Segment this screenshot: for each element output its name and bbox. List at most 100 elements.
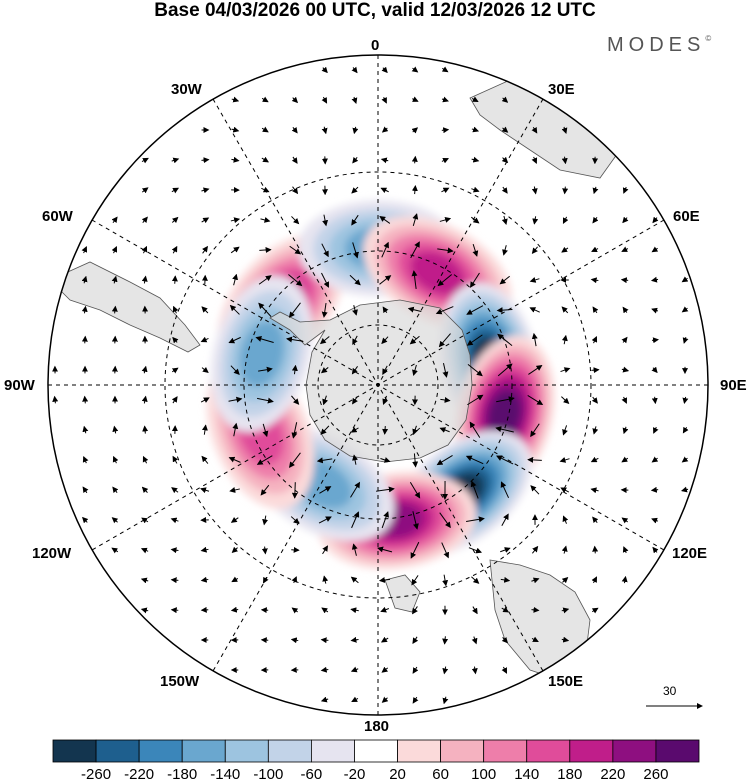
colorbar-swatch	[181, 739, 226, 763]
wind-arrow	[437, 247, 454, 254]
wind-arrow	[591, 335, 598, 344]
wind-arrow	[501, 666, 508, 674]
label-lon-150e: 150E	[548, 673, 584, 690]
wind-arrow	[112, 486, 119, 494]
wind-arrow	[621, 517, 629, 524]
wind-arrow	[561, 576, 569, 584]
wind-arrow	[320, 425, 330, 435]
wind-arrow	[412, 213, 419, 227]
modes-logo: MODES©	[607, 34, 712, 56]
wind-arrow	[442, 363, 449, 378]
wind-arrow	[441, 157, 449, 164]
wind-arrow	[258, 275, 272, 285]
wind-arrow	[171, 187, 180, 194]
wind-arrow	[200, 397, 210, 403]
wind-arrow	[621, 456, 629, 463]
wind-arrow	[412, 606, 418, 615]
wind-arrow	[170, 517, 179, 524]
wind-arrow	[501, 636, 509, 644]
wind-arrow	[501, 126, 509, 133]
wind-arrow	[289, 245, 302, 255]
wind-arrow	[590, 277, 599, 284]
wind-arrow	[291, 395, 300, 405]
wind-arrow	[501, 96, 509, 103]
wind-arrow	[442, 696, 449, 705]
reference-vector-label: 30	[663, 684, 677, 698]
wind-arrow	[412, 511, 419, 530]
wind-arrow	[681, 276, 689, 283]
wind-arrow	[321, 96, 328, 104]
wind-arrow	[622, 306, 629, 314]
wind-arrow	[651, 307, 659, 314]
wind-arrow	[230, 246, 240, 254]
wind-arrow	[201, 187, 210, 194]
wind-arrow	[380, 157, 389, 164]
wind-arrow	[650, 276, 659, 283]
wind-arrow	[381, 336, 389, 345]
wind-arrow	[411, 66, 419, 73]
wind-arrow	[652, 546, 659, 554]
wind-arrow	[681, 456, 689, 463]
wind-arrow	[379, 275, 392, 285]
wind-arrow	[201, 424, 208, 435]
wind-arrow	[140, 607, 149, 614]
wind-arrow	[502, 245, 508, 256]
wind-arrow	[81, 305, 88, 314]
wind-arrow	[528, 364, 543, 375]
wind-arrow	[256, 397, 274, 404]
wind-arrow	[410, 241, 420, 259]
label-lon-30e: 30E	[548, 81, 575, 98]
wind-arrow	[230, 516, 239, 523]
wind-arrow	[172, 305, 179, 314]
wind-arrow	[412, 636, 419, 645]
wind-arrow	[560, 487, 570, 493]
wind-arrow	[200, 546, 209, 553]
wind-arrow	[319, 336, 330, 345]
wind-arrow	[471, 186, 480, 193]
wind-arrow	[82, 395, 89, 404]
wind-arrow	[501, 186, 508, 194]
wind-arrow	[622, 186, 629, 194]
wind-arrow	[291, 156, 298, 164]
wind-arrow	[352, 305, 358, 316]
wind-arrow	[531, 246, 538, 254]
wind-arrow	[501, 513, 509, 526]
wind-arrow	[321, 66, 328, 74]
wind-arrow	[561, 156, 568, 165]
wind-arrow	[411, 96, 419, 102]
wind-arrow	[496, 396, 515, 403]
wind-arrow	[322, 575, 329, 584]
wind-arrow	[652, 426, 659, 434]
wind-arrow	[651, 396, 658, 405]
wind-vectors	[52, 66, 689, 705]
wind-arrow	[436, 454, 453, 466]
wind-arrow	[350, 576, 359, 584]
colorbar-swatch	[310, 739, 355, 763]
wind-arrow	[351, 511, 360, 529]
wind-arrow	[81, 335, 88, 344]
wind-arrow	[379, 215, 391, 224]
wind-arrow	[435, 306, 454, 315]
wind-arrow	[531, 126, 538, 134]
wind-arrow	[171, 216, 179, 224]
colorbar: -260 -220 -180 -140 -100 -60 -20 20 60 100 140 180 2…	[52, 739, 700, 783]
wind-arrow	[527, 456, 542, 463]
wind-arrow	[561, 607, 570, 614]
colorbar-tick-label: -180	[167, 766, 197, 783]
wind-arrow	[562, 186, 569, 195]
wind-arrow	[527, 395, 544, 406]
wind-arrow	[682, 336, 689, 344]
wind-arrow	[652, 216, 659, 224]
wind-arrow	[380, 606, 390, 613]
wind-arrow	[410, 541, 420, 559]
wind-arrow	[351, 366, 358, 375]
wind-arrow	[140, 547, 149, 554]
wind-arrow	[232, 273, 239, 286]
wind-arrow	[351, 66, 358, 74]
wind-arrow	[290, 516, 300, 525]
wind-arrow	[438, 333, 451, 348]
wind-arrow	[111, 275, 118, 284]
wind-arrow	[501, 606, 510, 613]
wind-arrow	[291, 576, 298, 584]
